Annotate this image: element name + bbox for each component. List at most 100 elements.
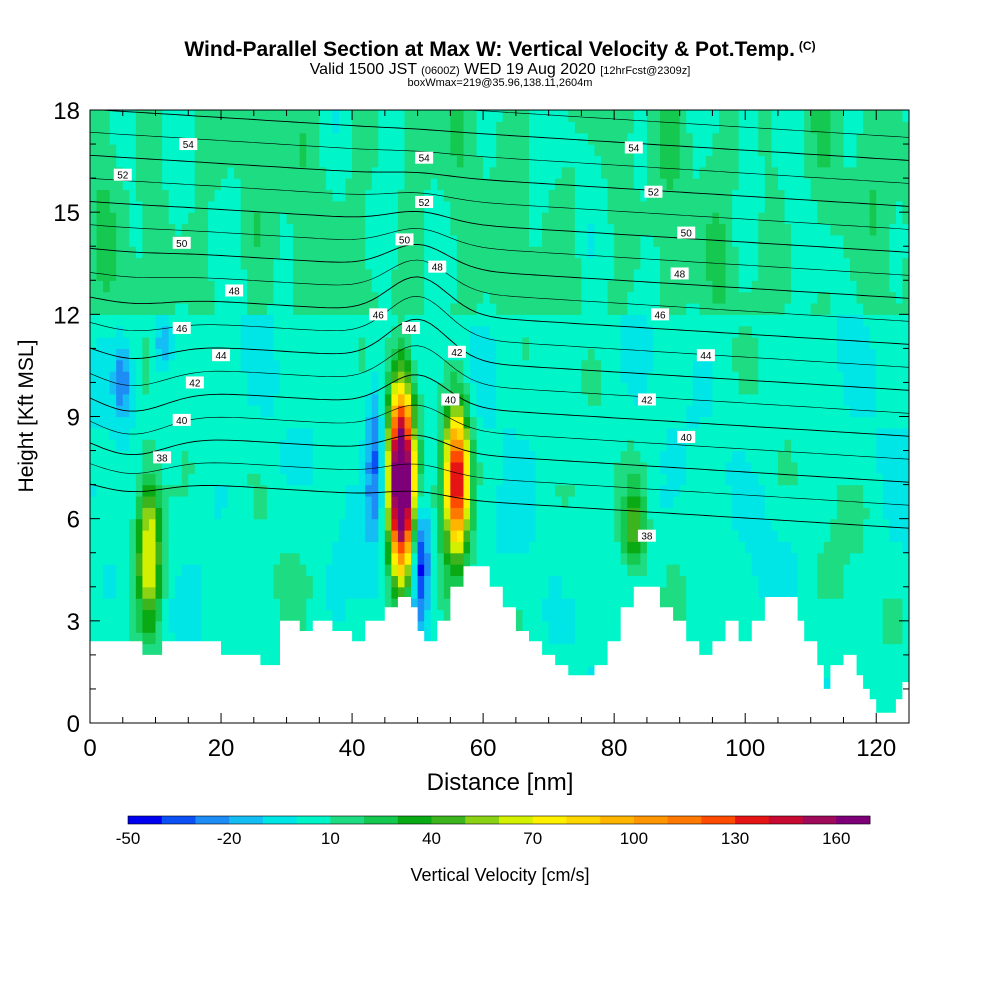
field-cell — [312, 155, 320, 168]
field-cell — [168, 427, 176, 440]
field-cell — [332, 450, 340, 463]
field-cell — [371, 495, 379, 508]
field-cell — [555, 166, 563, 179]
field-cell — [568, 155, 576, 168]
field-cell — [483, 178, 491, 191]
field-cell — [352, 121, 360, 134]
field-cell — [266, 427, 275, 440]
field-cell — [168, 598, 176, 611]
field-cell — [443, 223, 451, 236]
field-cell — [594, 257, 602, 270]
field-cell — [653, 450, 661, 463]
field-cell — [496, 564, 504, 577]
field-cell — [260, 518, 268, 531]
field-cell — [319, 495, 327, 508]
field-cell — [587, 200, 596, 213]
field-cell — [594, 643, 602, 656]
field-cell — [607, 268, 615, 281]
field-cell — [463, 110, 471, 122]
field-cell — [286, 337, 294, 349]
field-cell — [417, 495, 425, 508]
field-cell — [109, 268, 117, 281]
field-cell — [542, 518, 550, 531]
field-cell — [122, 598, 130, 611]
field-cell — [122, 121, 130, 134]
field-cell — [424, 552, 432, 565]
field-cell — [358, 359, 366, 372]
field-cell — [587, 541, 596, 554]
field-cell — [319, 144, 327, 157]
field-cell — [253, 223, 261, 236]
field-cell — [437, 212, 445, 225]
field-cell — [273, 541, 281, 554]
field-cell — [679, 609, 687, 622]
field-cell — [391, 110, 399, 122]
field-cell — [535, 439, 543, 452]
field-cell — [542, 314, 550, 327]
field-cell — [293, 268, 301, 281]
field-cell — [260, 654, 268, 667]
field-cell — [188, 178, 196, 191]
field-cell — [371, 484, 379, 497]
field-cell — [162, 598, 170, 611]
field-cell — [352, 632, 360, 645]
field-cell — [306, 371, 314, 384]
field-cell — [686, 280, 694, 293]
field-cell — [470, 144, 478, 157]
field-cell — [568, 643, 576, 656]
field-cell — [142, 575, 150, 588]
field-cell — [384, 507, 392, 520]
field-cell — [686, 144, 694, 157]
field-cell — [627, 439, 635, 452]
field-cell — [660, 393, 668, 406]
field-cell — [561, 632, 569, 645]
field-cell — [221, 212, 229, 225]
field-cell — [574, 405, 582, 418]
field-cell — [181, 439, 189, 452]
field-cell — [247, 166, 255, 179]
field-cell — [561, 144, 569, 157]
field-cell — [325, 178, 334, 191]
field-cell — [201, 348, 209, 361]
field-cell — [515, 609, 524, 622]
field-cell — [581, 405, 589, 418]
field-cell — [384, 564, 392, 577]
field-cell — [646, 223, 655, 236]
field-cell — [515, 132, 524, 145]
field-cell — [90, 200, 98, 213]
field-cell — [502, 212, 510, 225]
field-cell — [148, 302, 157, 315]
field-cell — [673, 359, 681, 372]
field-cell — [430, 178, 438, 191]
field-cell — [686, 348, 694, 361]
field-cell — [280, 280, 288, 293]
field-cell — [660, 598, 668, 611]
field-cell — [286, 291, 294, 304]
field-cell — [371, 518, 379, 531]
field-cell — [417, 144, 425, 157]
field-cell — [96, 371, 104, 384]
field-cell — [646, 337, 655, 349]
field-cell — [188, 166, 196, 179]
field-cell — [646, 416, 655, 429]
field-cell — [234, 314, 242, 327]
field-cell — [502, 223, 510, 236]
field-cell — [352, 178, 360, 191]
field-cell — [247, 484, 255, 497]
field-cell — [273, 212, 281, 225]
field-cell — [535, 371, 543, 384]
field-cell — [542, 382, 550, 395]
field-cell — [103, 461, 111, 474]
field-cell — [470, 439, 478, 452]
field-cell — [476, 325, 484, 338]
field-cell — [240, 427, 248, 440]
field-cell — [207, 552, 216, 565]
field-cell — [424, 280, 432, 293]
field-cell — [103, 302, 111, 315]
field-cell — [194, 393, 202, 406]
field-cell — [528, 405, 537, 418]
field-cell — [417, 598, 425, 611]
field-cell — [148, 121, 157, 134]
field-cell — [194, 223, 202, 236]
field-cell — [280, 598, 288, 611]
